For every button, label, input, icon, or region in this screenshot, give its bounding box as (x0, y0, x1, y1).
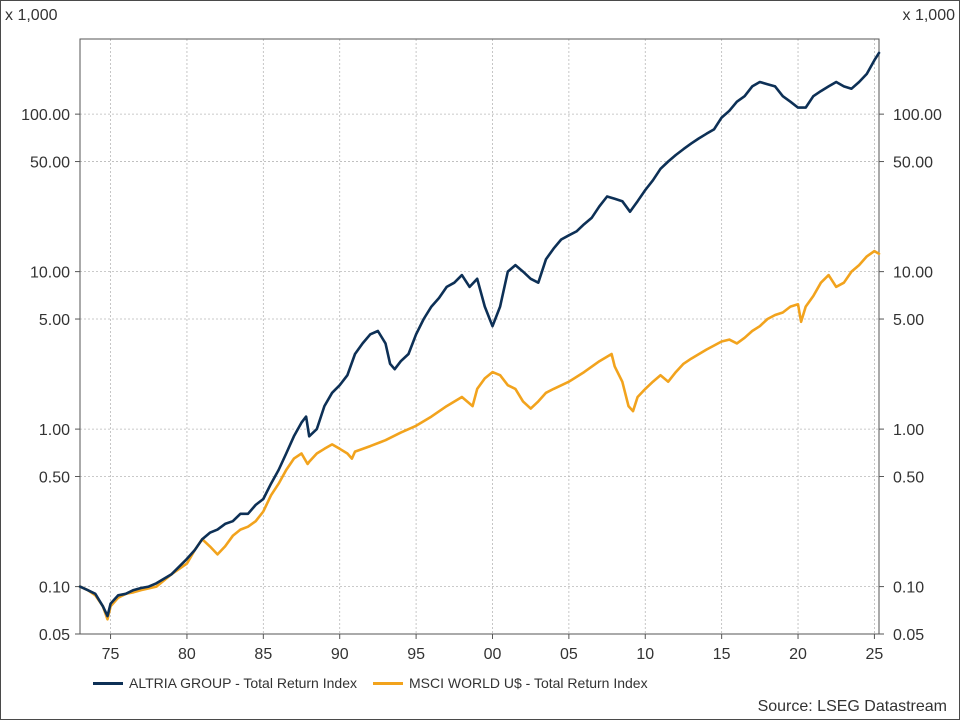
y-tick-label-right: 50.00 (893, 155, 933, 172)
x-tick-label: 10 (636, 646, 654, 663)
y-tick-label-right: 0.05 (893, 627, 924, 644)
legend-item-altria: ALTRIA GROUP - Total Return Index (93, 675, 357, 691)
y-tick-label-left: 0.05 (39, 627, 70, 644)
x-tick-label: 05 (560, 646, 578, 663)
x-tick-label: 85 (254, 646, 272, 663)
x-tick-label: 90 (331, 646, 349, 663)
x-tick-label: 00 (484, 646, 502, 663)
axes: 0.05 0.05 0.10 0.10 0.50 0.50 1.00 1.00 5.00 5.00… (21, 38, 942, 663)
legend-label-msci: MSCI WORLD U$ - Total Return Index (409, 675, 648, 691)
y-axis-unit-left: x 1,000 (5, 7, 58, 24)
y-tick-label-right: 1.00 (893, 422, 924, 439)
y-tick-label-right: 0.10 (893, 580, 924, 597)
y-tick-label-left: 0.10 (39, 580, 70, 597)
y-axis-unit-right: x 1,000 (902, 7, 955, 24)
y-tick-label-left: 5.00 (39, 312, 70, 329)
legend-label-altria: ALTRIA GROUP - Total Return Index (129, 675, 357, 691)
legend: ALTRIA GROUP - Total Return Index MSCI W… (93, 673, 664, 693)
x-tick-label: 25 (866, 646, 884, 663)
y-tick-label-right: 0.50 (893, 470, 924, 487)
y-tick-label-left: 50.00 (30, 155, 70, 172)
series-line-altria (78, 51, 881, 618)
x-tick-label: 20 (789, 646, 807, 663)
y-tick-label-left: 0.50 (39, 470, 70, 487)
legend-swatch-msci (373, 681, 403, 685)
x-tick-label: 75 (102, 646, 120, 663)
x-tick-label: 15 (713, 646, 731, 663)
x-tick-label: 95 (407, 646, 425, 663)
series-lines (78, 51, 881, 621)
grid (80, 39, 879, 635)
y-tick-label-right: 5.00 (893, 312, 924, 329)
x-tick-label: 80 (178, 646, 196, 663)
series-line-msci (78, 249, 881, 621)
y-tick-label-left: 10.00 (30, 265, 70, 282)
legend-swatch-altria (93, 681, 123, 685)
y-tick-label-right: 10.00 (893, 265, 933, 282)
y-tick-label-left: 1.00 (39, 422, 70, 439)
source-note: Source: LSEG Datastream (757, 698, 947, 715)
plot-area (79, 38, 880, 635)
y-tick-label-left: 100.00 (21, 107, 70, 124)
y-tick-label-right: 100.00 (893, 107, 942, 124)
legend-item-msci: MSCI WORLD U$ - Total Return Index (373, 675, 648, 691)
